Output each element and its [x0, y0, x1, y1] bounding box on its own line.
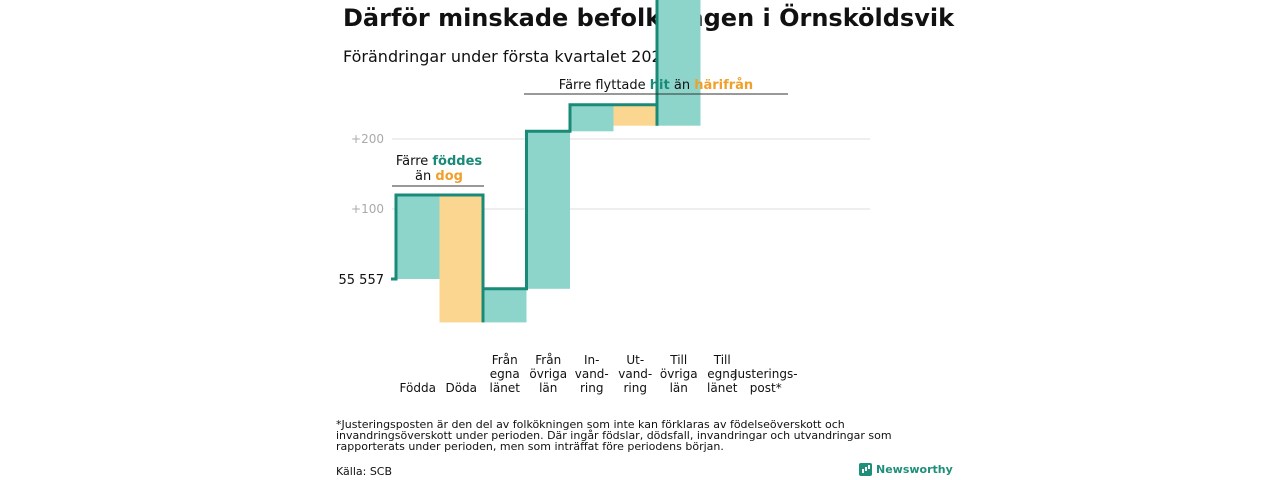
- category-label: vand-: [575, 367, 609, 381]
- category-label: post*: [750, 381, 782, 395]
- category-label: övriga: [529, 367, 567, 381]
- category-label: Döda: [445, 381, 477, 395]
- source-label: Källa: SCB: [336, 465, 393, 478]
- step-line: [391, 0, 659, 323]
- category-label: Till: [713, 353, 731, 367]
- bar-från-övriga-län: [526, 131, 570, 289]
- category-label: egna: [707, 367, 737, 381]
- category-label: länet: [490, 381, 521, 395]
- category-label: län: [539, 381, 557, 395]
- newsworthy-logo-icon: [859, 463, 872, 476]
- bar-ut--vand--ring: [613, 104, 657, 126]
- category-label: länet: [707, 381, 738, 395]
- category-label: Ut-: [626, 353, 644, 367]
- category-label: övriga: [660, 367, 698, 381]
- y-tick-label: +200: [351, 132, 384, 146]
- annotation-birth-line1: Färre föddes: [396, 154, 483, 169]
- category-label: Födda: [400, 381, 436, 395]
- footnote: *Justeringsposten är den del av folkökni…: [336, 418, 892, 453]
- category-label: län: [670, 381, 688, 395]
- category-label: In-: [584, 353, 599, 367]
- y-tick-label: +100: [351, 202, 384, 216]
- brand: Newsworthy: [859, 463, 953, 476]
- start-value-label: 55 557: [339, 273, 385, 288]
- annotation-migration: Färre flyttade hit än härifrån: [559, 78, 753, 93]
- category-label: vand-: [618, 367, 652, 381]
- category-label: Justerings-: [733, 367, 798, 381]
- category-label: Från: [535, 353, 561, 367]
- bar-födda: [396, 195, 440, 279]
- annotation-birth-line2: än dog: [415, 169, 463, 184]
- bar-döda: [439, 195, 483, 323]
- chart-title: Därför minskade befolkningen i Örnskölds…: [343, 4, 955, 32]
- bar-till-övriga-län: [657, 0, 701, 126]
- category-label: ring: [624, 381, 648, 395]
- chart-subtitle: Förändringar under första kvartalet 2023: [343, 47, 672, 66]
- category-label: Från: [492, 353, 518, 367]
- category-label: ring: [580, 381, 604, 395]
- category-label: egna: [490, 367, 520, 381]
- category-label: Till: [669, 353, 687, 367]
- brand-name: Newsworthy: [876, 463, 953, 476]
- bar-in--vand--ring: [570, 104, 614, 132]
- bar-från-egna-länet: [483, 288, 527, 323]
